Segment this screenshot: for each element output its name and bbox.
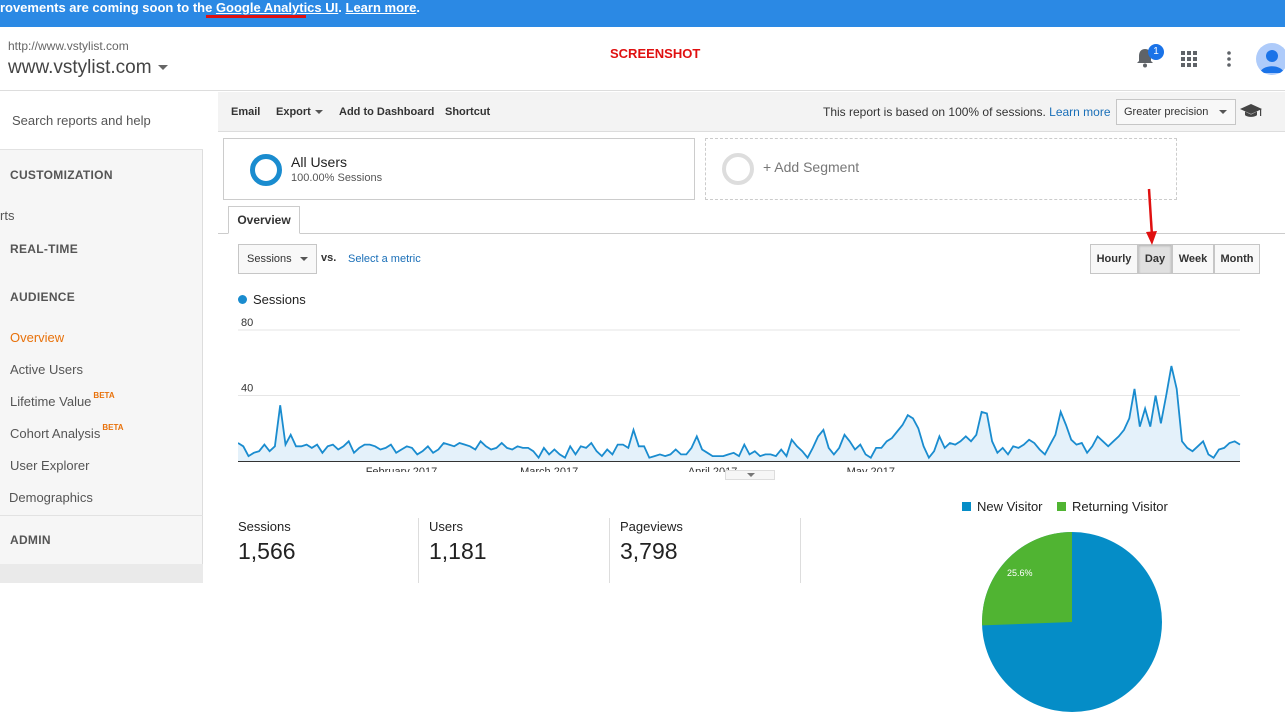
property-selector[interactable]: www.vstylist.com (8, 57, 168, 79)
search-placeholder: Search reports and help (12, 113, 151, 128)
property-name: www.vstylist.com (8, 57, 152, 78)
segment-ring-icon (722, 153, 754, 185)
chevron-down-icon (1219, 110, 1227, 114)
period-day-button[interactable]: Day (1138, 244, 1172, 274)
more-vert-icon[interactable] (1222, 50, 1236, 68)
select-metric-link[interactable]: Select a metric (348, 253, 421, 265)
vs-label: vs. (321, 252, 337, 264)
x-tick-label: February 2017 (366, 466, 438, 472)
sidebar: Search reports and help CUSTOMIZATION rt… (0, 92, 203, 583)
y-tick-label: 80 (241, 317, 253, 329)
add-segment-label: + Add Segment (763, 159, 860, 175)
sessions-chart[interactable]: 80 40 February 2017 March 2017 April 2017 May… (238, 310, 1243, 472)
sessions-area (238, 366, 1240, 461)
shortcut-button[interactable]: Shortcut (445, 106, 491, 118)
stat-divider (800, 518, 801, 583)
stat-sessions[interactable]: Sessions 1,566 (238, 519, 428, 583)
sidebar-section-audience[interactable]: AUDIENCE (10, 290, 76, 304)
red-underline-annotation (206, 15, 306, 18)
sidebar-section-realtime[interactable]: REAL-TIME (10, 242, 79, 256)
banner-text: provements are coming soon to the Google… (0, 0, 420, 15)
report-toolbar: Email Export Add to Dashboard Shortcut T… (218, 92, 1285, 132)
precision-select[interactable]: Greater precision (1116, 99, 1236, 125)
pie-legend-new-visitor: New Visitor (962, 499, 1043, 514)
returning-visitor-swatch (1057, 502, 1066, 512)
stat-label: Users (429, 519, 463, 534)
legend-sessions-label: Sessions (253, 292, 306, 307)
sidebar-section-customization[interactable]: CUSTOMIZATION (10, 168, 113, 182)
notification-badge: 1 (1148, 44, 1164, 60)
sidebar-item-lifetime-value[interactable]: Lifetime Value BETA (10, 391, 115, 409)
chart-legend: Sessions (238, 292, 306, 307)
add-to-dashboard-button[interactable]: Add to Dashboard (339, 106, 435, 118)
sessions-series-line (238, 365, 1241, 460)
stat-pageviews[interactable]: Pageviews 3,798 (620, 519, 810, 583)
x-tick-label: May 2017 (847, 466, 895, 472)
top-bar: http://www.vstylist.com www.vstylist.com (0, 27, 1285, 91)
export-button[interactable]: Export (276, 106, 323, 118)
sessions-legend-dot (238, 295, 247, 305)
sidebar-footer (0, 564, 203, 583)
pie-slice-returning-visitor[interactable] (982, 532, 1072, 626)
stat-value: 1,566 (238, 538, 296, 564)
search-reports-input[interactable]: Search reports and help (0, 92, 203, 150)
sessions-chart-svg: 80 40 February 2017 March 2017 April 2017 May… (238, 317, 1241, 472)
screenshot-annotation: SCREENSHOT (610, 46, 701, 61)
segment-all-users[interactable]: All Users 100.00% Sessions (223, 138, 695, 200)
sidebar-section-admin[interactable]: ADMIN (10, 533, 51, 547)
pie-legend-returning-visitor: Returning Visitor (1057, 499, 1168, 514)
sampling-learn-more-link[interactable]: Learn more (1049, 105, 1111, 119)
sidebar-item-user-explorer[interactable]: User Explorer (10, 458, 90, 473)
red-arrow-annotation (1146, 188, 1157, 245)
chevron-down-icon (300, 257, 308, 261)
email-button[interactable]: Email (231, 106, 261, 118)
report-main: Email Export Add to Dashboard Shortcut T… (218, 92, 1285, 712)
add-segment-button[interactable]: + Add Segment (705, 138, 1177, 200)
avatar[interactable] (1256, 43, 1285, 75)
sidebar-item-demographics[interactable]: Demographics (9, 490, 93, 505)
x-tick-label: April 2017 (688, 466, 738, 472)
stat-divider (609, 518, 610, 583)
stat-label: Pageviews (620, 519, 683, 534)
stat-value: 3,798 (620, 538, 678, 564)
period-hourly-button[interactable]: Hourly (1090, 244, 1138, 274)
sidebar-item-cohort-analysis[interactable]: Cohort Analysis BETA (10, 423, 124, 441)
beta-badge: BETA (93, 391, 115, 400)
chevron-down-icon (157, 65, 168, 71)
tab-overview[interactable]: Overview (228, 206, 300, 234)
stat-users[interactable]: Users 1,181 (429, 519, 619, 583)
metric-select[interactable]: Sessions (238, 244, 317, 274)
pie-returning-pct: 25.6% (1007, 568, 1033, 578)
collapse-chart-button[interactable] (725, 470, 775, 480)
tab-divider (218, 233, 1285, 234)
visitor-pie-chart[interactable] (982, 532, 1162, 712)
apps-grid-icon[interactable] (1181, 51, 1197, 67)
banner-learn-more-link[interactable]: Learn more (345, 0, 417, 15)
sidebar-item-overview[interactable]: Overview (10, 330, 65, 345)
banner-product-link[interactable]: Google Analytics UI (215, 0, 339, 15)
segment-name: All Users (291, 154, 348, 170)
stat-value: 1,181 (429, 538, 487, 564)
graduation-cap-icon[interactable] (1240, 104, 1262, 118)
stat-label: Sessions (238, 519, 291, 534)
sidebar-divider (0, 515, 203, 516)
sampling-note: This report is based on 100% of sessions… (823, 105, 1111, 119)
stat-divider (418, 518, 419, 583)
new-visitor-swatch (962, 502, 971, 512)
site-url: http://www.vstylist.com (8, 39, 129, 53)
segment-ring-icon (250, 154, 282, 186)
period-week-button[interactable]: Week (1172, 244, 1214, 274)
y-tick-label: 40 (241, 383, 253, 395)
chevron-down-icon (314, 110, 323, 115)
announcement-banner: provements are coming soon to the Google… (0, 0, 1285, 27)
sidebar-item-active-users[interactable]: Active Users (10, 362, 83, 377)
sidebar-item-reports[interactable]: rts (0, 208, 15, 223)
segment-percentage: 100.00% Sessions (291, 172, 383, 184)
x-tick-label: March 2017 (520, 466, 578, 472)
user-icon (1260, 50, 1284, 73)
period-month-button[interactable]: Month (1214, 244, 1260, 274)
beta-badge: BETA (102, 423, 124, 432)
